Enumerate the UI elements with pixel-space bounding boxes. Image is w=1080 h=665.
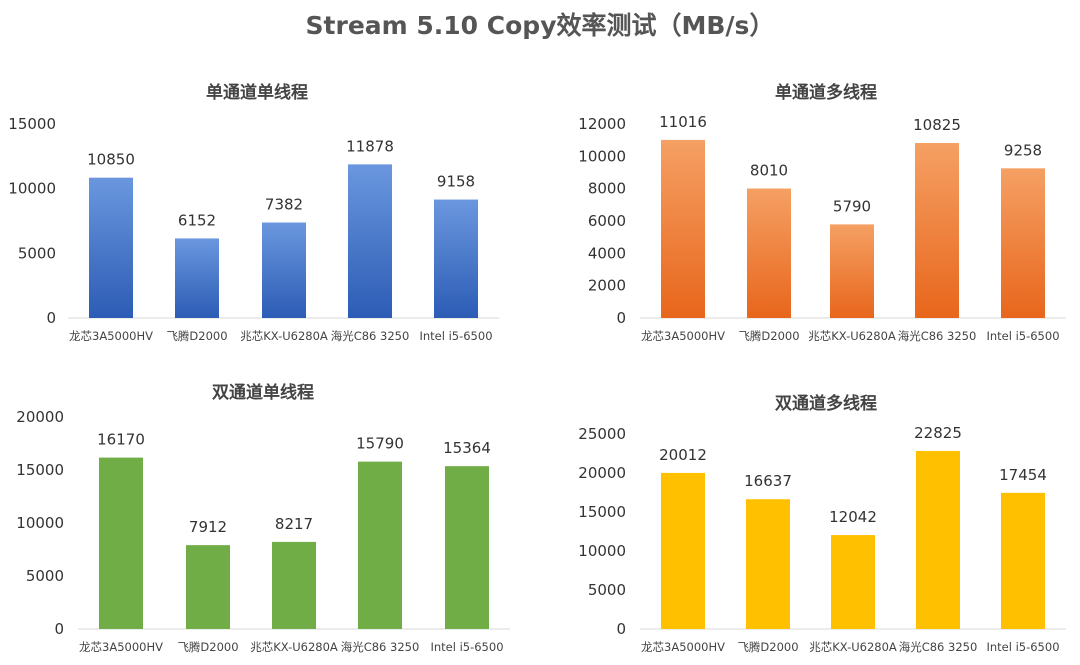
- x-tick-label: 海光C86 3250: [341, 640, 420, 654]
- x-tick-label: 海光C86 3250: [899, 640, 978, 654]
- bar: [746, 499, 790, 629]
- y-tick-label: 5000: [588, 581, 626, 599]
- bar: [99, 457, 143, 629]
- x-tick-label: 兆芯KX-U6280A: [240, 329, 328, 343]
- chart-title: 单通道单线程: [206, 82, 308, 103]
- data-label: 9158: [437, 173, 475, 191]
- y-tick-label: 10000: [8, 180, 56, 198]
- main-title: Stream 5.10 Copy效率测试（MB/s）: [305, 11, 775, 40]
- data-label: 11016: [659, 113, 707, 131]
- bar: [262, 222, 306, 318]
- y-tick-label: 5000: [26, 567, 64, 585]
- data-label: 6152: [178, 211, 216, 229]
- x-tick-label: 海光C86 3250: [898, 329, 977, 343]
- data-label: 7912: [189, 518, 227, 536]
- bar: [358, 461, 402, 629]
- y-tick-label: 15000: [8, 115, 56, 133]
- data-label: 11878: [346, 137, 394, 155]
- y-tick-label: 0: [54, 620, 64, 638]
- x-tick-label: Intel i5-6500: [419, 329, 492, 343]
- y-tick-label: 20000: [578, 464, 626, 482]
- data-label: 8217: [275, 515, 313, 533]
- data-label: 17454: [999, 466, 1047, 484]
- bar: [661, 472, 705, 629]
- bar: [830, 224, 874, 318]
- x-tick-label: 飞腾D2000: [737, 640, 798, 654]
- x-tick-label: Intel i5-6500: [986, 329, 1059, 343]
- y-tick-label: 5000: [18, 244, 56, 262]
- x-tick-label: 兆芯KX-U6280A: [250, 640, 338, 654]
- x-tick-label: 龙芯3A5000HV: [641, 640, 725, 654]
- data-label: 16637: [744, 472, 792, 490]
- y-tick-label: 25000: [578, 425, 626, 443]
- data-label: 7382: [265, 196, 303, 214]
- x-tick-label: 飞腾D2000: [738, 329, 799, 343]
- chart-title: 双通道单线程: [212, 382, 314, 403]
- x-tick-label: Intel i5-6500: [430, 640, 503, 654]
- x-tick-label: 兆芯KX-U6280A: [809, 640, 897, 654]
- data-label: 16170: [97, 431, 145, 449]
- bar: [1001, 168, 1045, 318]
- bar: [747, 188, 791, 318]
- y-tick-label: 20000: [16, 408, 64, 426]
- chart-panel-2: 单通道多线程 0 2000 4000 6000 8000 10000 12000 11016 龙芯…: [578, 82, 1066, 343]
- chart-panel-4: 双通道多线程 0 5000 10000 15000 20000 25000 20012 龙芯3A…: [578, 393, 1066, 654]
- x-tick-label: Intel i5-6500: [986, 640, 1059, 654]
- bar: [915, 142, 959, 318]
- data-label: 15364: [443, 439, 491, 457]
- bar: [175, 238, 219, 318]
- y-tick-label: 10000: [578, 542, 626, 560]
- y-tick-label: 0: [616, 309, 626, 327]
- x-tick-label: 龙芯3A5000HV: [69, 329, 153, 343]
- y-tick-label: 6000: [588, 212, 626, 230]
- bar: [186, 545, 230, 629]
- data-label: 8010: [750, 162, 788, 180]
- chart-panel-3: 双通道单线程 0 5000 10000 15000 20000 16170 龙芯3A5000H…: [16, 382, 510, 654]
- bar: [445, 466, 489, 629]
- bar: [916, 450, 960, 629]
- bar: [89, 177, 133, 318]
- y-tick-label: 15000: [578, 503, 626, 521]
- data-label: 22825: [914, 424, 962, 442]
- data-label: 5790: [833, 197, 871, 215]
- bar: [348, 164, 392, 318]
- chart-panel-1: 单通道单线程 0 5000 10000 15000 10850 龙芯3A5000HV 6152…: [8, 82, 499, 343]
- x-tick-label: 龙芯3A5000HV: [79, 640, 163, 654]
- bar: [831, 535, 875, 629]
- chart-title: 单通道多线程: [775, 82, 877, 103]
- data-label: 12042: [829, 508, 877, 526]
- y-tick-label: 10000: [578, 147, 626, 165]
- x-tick-label: 龙芯3A5000HV: [641, 329, 725, 343]
- bar: [434, 199, 478, 318]
- bar: [272, 541, 316, 629]
- x-tick-label: 飞腾D2000: [177, 640, 238, 654]
- x-tick-label: 飞腾D2000: [166, 329, 227, 343]
- y-tick-label: 12000: [578, 115, 626, 133]
- bar: [1001, 492, 1045, 629]
- data-label: 15790: [356, 435, 404, 453]
- y-tick-label: 15000: [16, 461, 64, 479]
- chart-title: 双通道多线程: [775, 393, 877, 414]
- data-label: 9258: [1004, 141, 1042, 159]
- y-tick-label: 4000: [588, 244, 626, 262]
- data-label: 20012: [659, 446, 707, 464]
- x-tick-label: 兆芯KX-U6280A: [808, 329, 896, 343]
- y-tick-label: 8000: [588, 180, 626, 198]
- bar: [661, 139, 705, 318]
- data-label: 10850: [87, 151, 135, 169]
- y-tick-label: 0: [616, 620, 626, 638]
- x-tick-label: 海光C86 3250: [331, 329, 410, 343]
- y-tick-label: 0: [46, 309, 56, 327]
- y-tick-label: 10000: [16, 514, 64, 532]
- data-label: 10825: [913, 116, 961, 134]
- y-tick-label: 2000: [588, 277, 626, 295]
